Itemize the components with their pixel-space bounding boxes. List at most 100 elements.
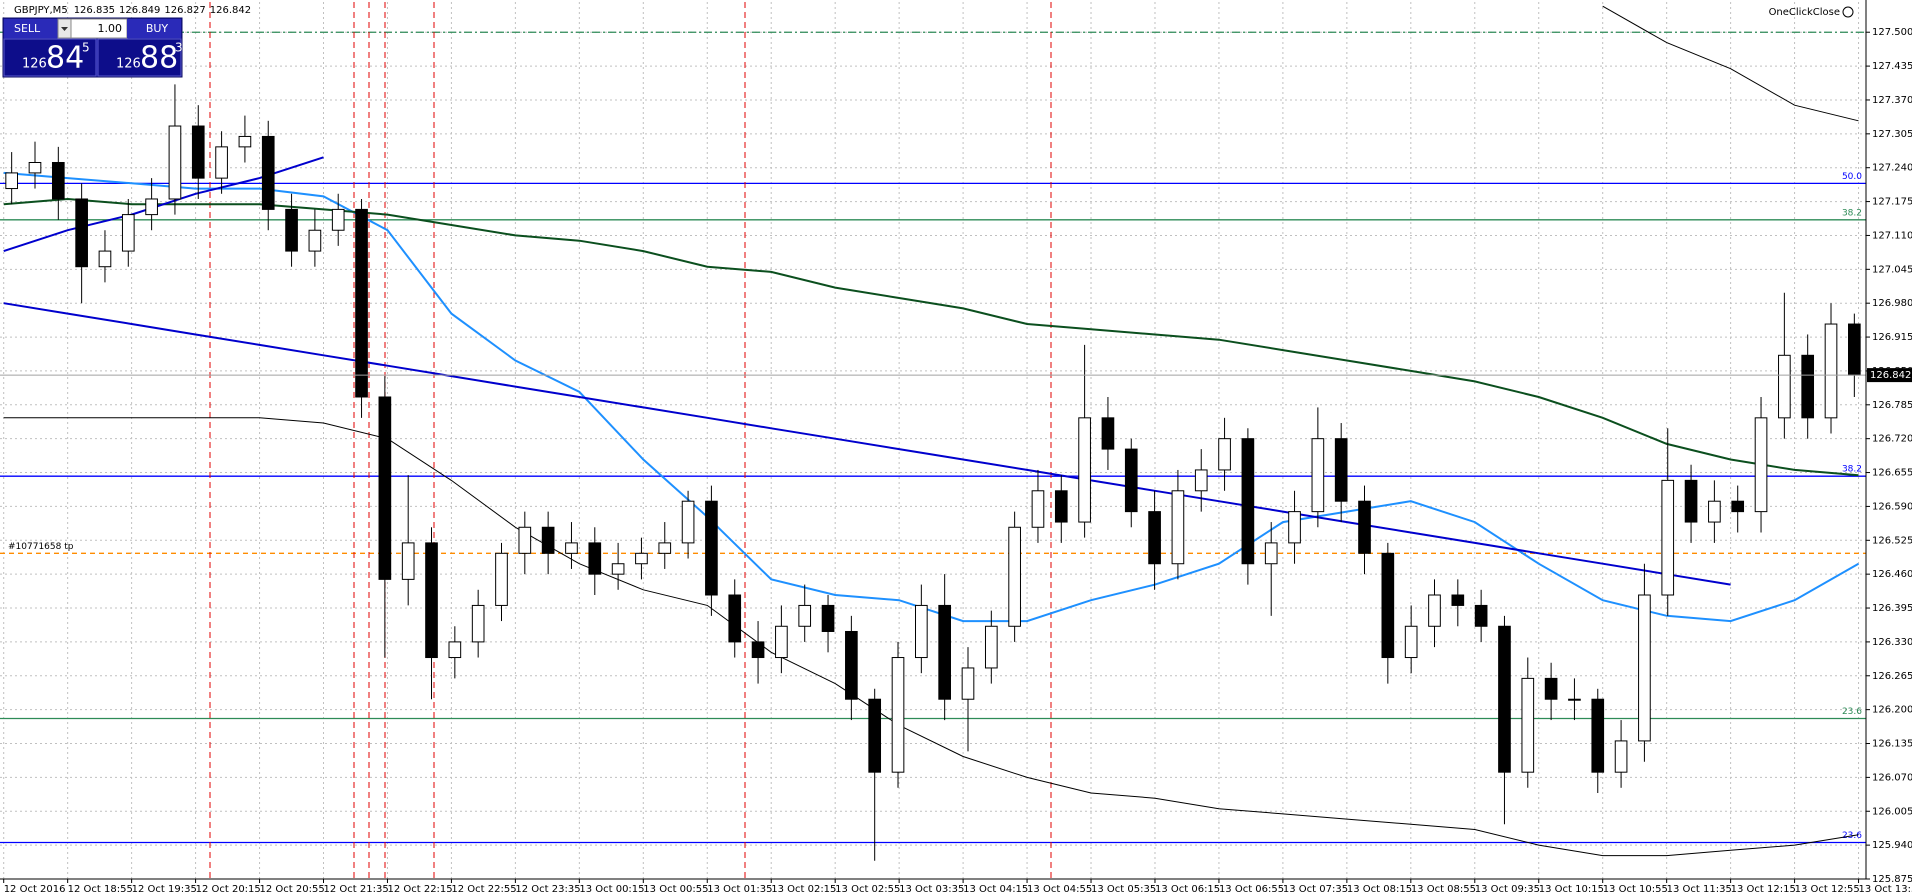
candle-body: [728, 594, 742, 643]
sell-button[interactable]: [4, 19, 58, 38]
y-tick-label: 126.720: [1872, 434, 1912, 445]
x-tick-label: 13 Oct 08:55: [1411, 884, 1476, 895]
indicator-line: [3, 417, 1859, 857]
sell-label[interactable]: SELL: [14, 22, 41, 35]
candle-body: [658, 542, 672, 554]
x-tick-label: 13 Oct 06:55: [1219, 884, 1284, 895]
level-label: 38.2: [1842, 465, 1862, 475]
candle-body: [285, 208, 298, 252]
candle-body: [1731, 500, 1745, 513]
buy-button[interactable]: [127, 19, 181, 38]
candle-body: [215, 146, 228, 179]
candle-body: [961, 667, 975, 700]
y-tick-label: 126.330: [1872, 637, 1912, 648]
candle-body: [145, 198, 158, 216]
x-tick-label: 13 Oct 07:35: [1283, 884, 1348, 895]
level-label: 23.6: [1842, 707, 1862, 717]
y-tick-label: 125.875: [1872, 874, 1912, 885]
x-tick-label: 13 Oct 10:55: [1603, 884, 1668, 895]
candle-body: [1124, 448, 1138, 513]
candle-body: [565, 542, 578, 554]
x-tick-label: 12 Oct 2016: [4, 884, 66, 895]
candle-body: [1334, 438, 1348, 502]
candle-body: [798, 604, 812, 627]
candle-body: [915, 604, 928, 659]
candle-body: [1754, 417, 1768, 513]
candle-body: [1544, 677, 1558, 700]
candle-body: [331, 208, 345, 231]
candle-body: [1381, 552, 1395, 659]
candle-body: [401, 542, 415, 580]
x-tick-label: 12 Oct 19:35: [132, 884, 197, 895]
y-tick-label: 126.980: [1872, 298, 1912, 309]
sell-price-main: 84: [46, 41, 84, 76]
buy-label[interactable]: BUY: [146, 22, 169, 35]
candle-body: [308, 229, 322, 252]
y-tick-label: 127.370: [1872, 95, 1912, 106]
candle-body: [261, 135, 275, 210]
candle-body: [448, 641, 462, 659]
y-tick-label: 126.655: [1872, 468, 1912, 479]
grid: [0, 2, 1866, 880]
candle-body: [611, 563, 625, 575]
y-tick-label: 126.070: [1872, 772, 1912, 783]
indicator-line: [3, 171, 1859, 623]
x-tick-label: 13 Oct 08:15: [1347, 884, 1412, 895]
x-tick-label: 13 Oct 12:15: [1731, 884, 1796, 895]
y-tick-label: 126.785: [1872, 400, 1912, 411]
candle-body: [518, 526, 532, 554]
y-tick-label: 127.500: [1872, 27, 1912, 38]
candle-body: [635, 552, 648, 565]
y-tick-label: 126.265: [1872, 671, 1912, 682]
x-tick-label: 13 Oct 00:55: [643, 884, 708, 895]
sell-price-sup: 5: [82, 41, 90, 55]
candle-body: [5, 172, 18, 190]
candle-body: [191, 125, 205, 179]
candle-body: [751, 641, 765, 659]
indicators: [3, 5, 1859, 857]
indicator-line: [3, 197, 1859, 477]
candle-body: [1708, 500, 1721, 523]
candle-body: [238, 135, 252, 148]
x-tick-label: 12 Oct 18:55: [68, 884, 133, 895]
candle-body: [1241, 438, 1255, 565]
x-tick-label: 12 Oct 20:55: [260, 884, 325, 895]
lot-value[interactable]: 1.00: [98, 22, 123, 35]
candle-body: [121, 214, 135, 252]
x-tick-label: 12 Oct 22:55: [451, 884, 516, 895]
candle-body: [28, 161, 42, 174]
buy-price-main: 88: [140, 41, 178, 76]
candle-body: [1498, 625, 1511, 773]
sell-price-box[interactable]: [3, 38, 97, 77]
x-tick-label: 13 Oct 03:35: [899, 884, 964, 895]
candle-body: [1148, 511, 1161, 565]
x-tick-label: 13 Oct 04:55: [1027, 884, 1092, 895]
header-low: 126.827: [164, 5, 205, 16]
candle-body: [1638, 594, 1651, 742]
candle-body: [1171, 490, 1185, 565]
x-tick-label: 12 Oct 21:35: [324, 884, 389, 895]
candles: [5, 84, 1861, 861]
candle-body: [1848, 323, 1861, 376]
level-label: 38.2: [1842, 208, 1862, 218]
candle-body: [681, 500, 695, 544]
buy-price-box[interactable]: [97, 38, 182, 77]
header: GBPJPY,M5 126.835 126.849 126.827 126.842: [14, 5, 251, 16]
axes: 127.500 127.435 127.370 127.305 127.240 127.1…: [0, 27, 1912, 895]
x-tick-label: 12 Oct 22:15: [387, 884, 452, 895]
y-tick-label: 126.395: [1872, 603, 1912, 614]
x-tick-label: 13 Oct 01:35: [707, 884, 772, 895]
symbol: GBPJPY,M5: [14, 5, 68, 16]
candle-body: [821, 604, 835, 632]
candle-body: [51, 161, 65, 200]
trade-panel: SELL 1.00 BUY 126 84 5 126 88 3: [2, 17, 183, 78]
one-click-icon[interactable]: [1842, 6, 1854, 18]
candle-body: [1288, 511, 1301, 544]
candle-body: [891, 657, 905, 773]
y-tick-label: 126.005: [1872, 806, 1912, 817]
one-click-close[interactable]: OneClickClose: [1769, 7, 1840, 18]
candle-body: [1568, 698, 1581, 701]
y-tick-label: 127.240: [1872, 163, 1912, 174]
candle-body: [495, 552, 508, 606]
